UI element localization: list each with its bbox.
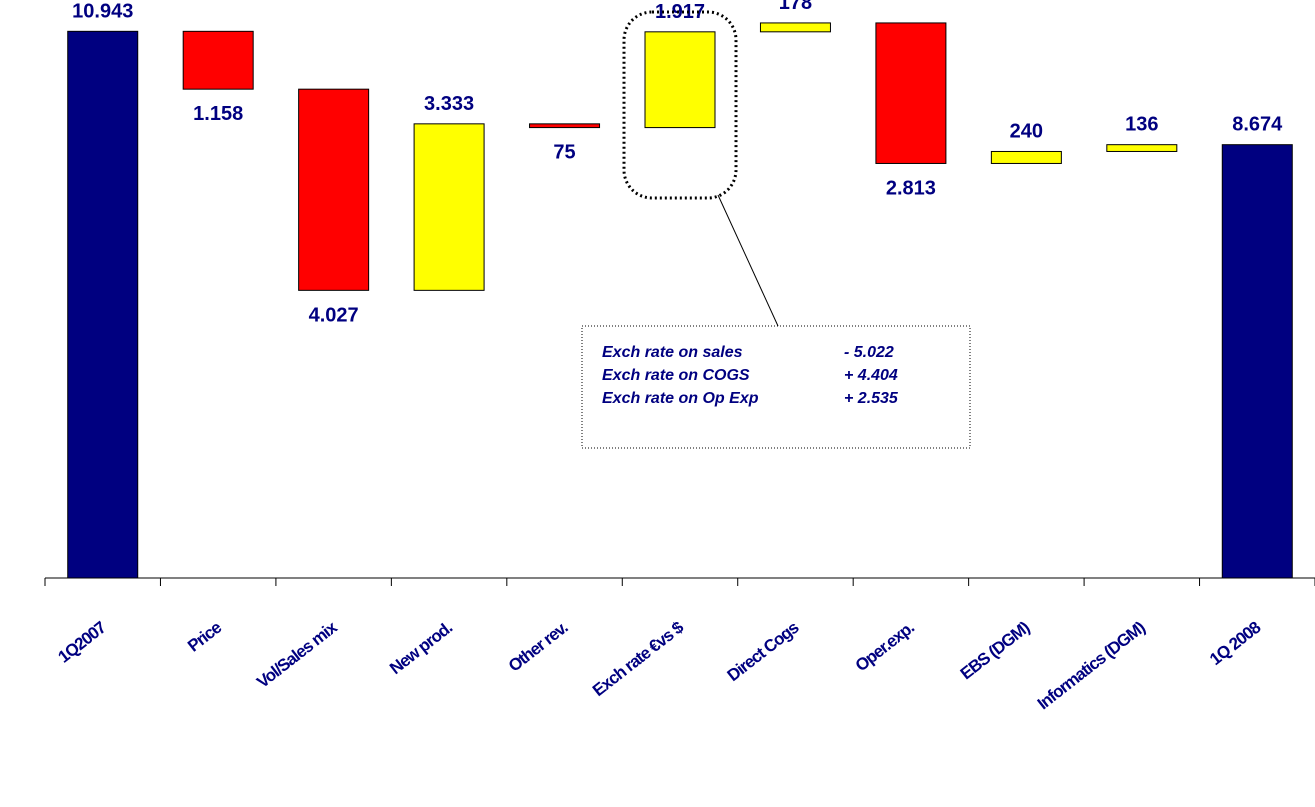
exch-rate-callout: Exch rate on sales - 5.022 Exch rate on CO… xyxy=(581,10,971,449)
category-label-price: Price xyxy=(184,618,225,656)
value-label-vol-sales-mix: 4.027 xyxy=(309,304,359,326)
value-label-1q2007: 10.943 xyxy=(72,0,133,22)
category-label-exch-rate-eurvs-usd: Exch rate €vs $ xyxy=(589,617,688,700)
bars-group xyxy=(67,22,1293,579)
category-label-informatics-dgm: Informatics (DGM) xyxy=(1034,618,1149,713)
category-label-new-prod: New prod. xyxy=(386,618,456,678)
value-label-price: 1.158 xyxy=(193,103,243,125)
callout-leader-line xyxy=(717,194,779,327)
value-label-informatics-dgm: 136 xyxy=(1125,114,1158,136)
category-label-vol-sales-mix: Vol/Sales mix xyxy=(253,617,341,692)
category-label-other-rev: Other rev. xyxy=(505,618,571,676)
bar-price xyxy=(182,30,254,90)
bar-other-rev xyxy=(529,123,601,129)
bar-1q2007 xyxy=(67,30,139,579)
callout-highlight-ring xyxy=(622,10,738,200)
category-label-ebs-dgm: EBS (DGM) xyxy=(957,618,1033,683)
bar-vol-sales-mix xyxy=(298,88,370,291)
value-label-direct-cogs: 178 xyxy=(779,0,812,14)
category-labels-group: 1Q2007 Price Vol/Sales mix New prod. Other r… xyxy=(55,617,1265,713)
value-labels-group: 10.943 1.158 4.027 3.333 75 1.917 178 2.813 240 1… xyxy=(72,0,1283,326)
value-label-1q-2008: 8.674 xyxy=(1232,114,1283,136)
bar-1q-2008 xyxy=(1221,144,1293,579)
category-label-oper-exp: Oper.exp. xyxy=(852,618,918,675)
value-label-other-rev: 75 xyxy=(553,142,575,164)
callout-line-label: Exch rate on sales xyxy=(602,344,743,361)
bar-oper-exp xyxy=(875,22,947,164)
bar-new-prod xyxy=(413,123,485,291)
bar-direct-cogs xyxy=(759,22,831,33)
callout-line-value: + 2.535 xyxy=(844,390,899,407)
callout-line-label: Exch rate on COGS xyxy=(602,367,750,384)
bar-informatics-dgm xyxy=(1106,144,1178,152)
category-label-1q2007: 1Q2007 xyxy=(55,618,110,667)
bar-exch-rate-eurvs-usd xyxy=(644,31,716,129)
callout-line-value: - 5.022 xyxy=(844,344,894,361)
category-label-1q-2008: 1Q 2008 xyxy=(1206,618,1264,669)
category-label-direct-cogs: Direct Cogs xyxy=(724,618,803,685)
bar-ebs-dgm xyxy=(990,150,1062,164)
value-label-exch-rate-eurvs-usd: 1.917 xyxy=(655,1,705,23)
callout-line-label: Exch rate on Op Exp xyxy=(602,390,759,407)
value-label-ebs-dgm: 240 xyxy=(1010,120,1043,142)
callout-box xyxy=(581,325,971,449)
value-label-oper-exp: 2.813 xyxy=(886,177,936,199)
callout-line-value: + 4.404 xyxy=(844,367,898,384)
value-label-new-prod: 3.333 xyxy=(424,93,474,115)
x-axis xyxy=(44,577,1315,586)
